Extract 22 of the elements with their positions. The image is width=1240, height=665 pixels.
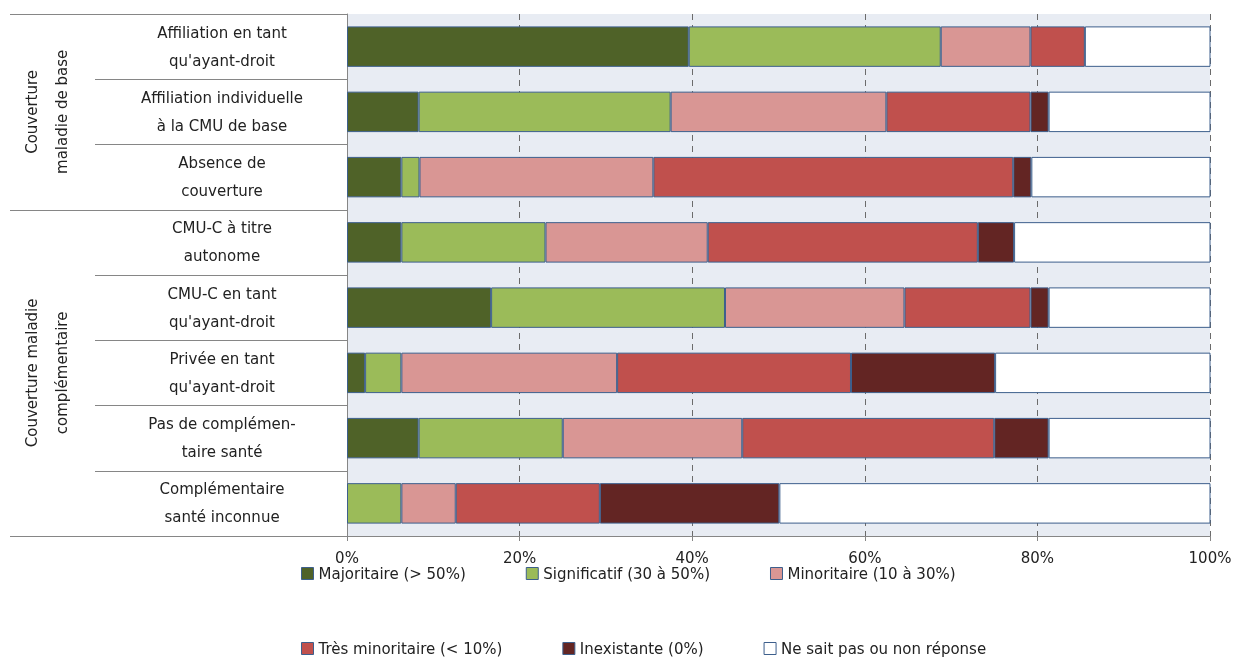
x-tick-label: 40% — [675, 548, 709, 567]
text: Couverture maladie complémentaire — [23, 298, 71, 448]
legend-label: Très minoritaire (< 10%) — [317, 639, 503, 658]
x-tick-label: 60% — [848, 548, 882, 567]
y-tick-label: CMU-C en tant qu'ayant-droit — [167, 284, 277, 331]
text: Couverture maladie de base — [23, 49, 71, 174]
x-tick-label: 100% — [1188, 548, 1232, 567]
legend-label: Significatif (30 à 50%) — [543, 564, 710, 583]
y-tick-label: Pas de complémen- taire santé — [148, 415, 296, 462]
y-tick-label: Affiliation en tant qu'ayant-droit — [157, 23, 287, 70]
legend-label: Minoritaire (10 à 30%) — [787, 564, 956, 583]
y-tick-label: Privée en tant qu'ayant-droit — [169, 349, 276, 396]
y-tick-label: Complémentaire santé inconnue — [159, 480, 285, 527]
x-tick-label: 0% — [335, 548, 359, 567]
legend-label: Majoritaire (> 50%) — [318, 564, 466, 583]
legend-label: Ne sait pas ou non réponse — [781, 639, 987, 658]
y-tick-label: Affiliation individuelle à la CMU de base — [140, 88, 304, 135]
legend-label: Inexistante (0%) — [579, 639, 704, 658]
y-tick-label: Absence de couverture — [178, 154, 266, 201]
x-tick-label: 80% — [1020, 548, 1055, 567]
x-tick-label: 20% — [502, 548, 537, 567]
y-tick-label: CMU-C à titre autonome — [171, 219, 273, 266]
